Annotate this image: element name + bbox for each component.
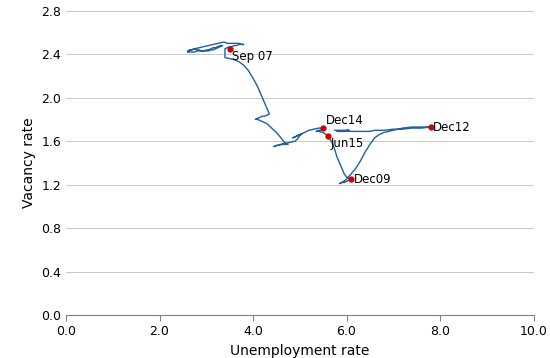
Y-axis label: Vacancy rate: Vacancy rate [21, 117, 36, 208]
Text: Jun15: Jun15 [330, 137, 364, 150]
Text: Dec14: Dec14 [326, 114, 363, 127]
Text: Dec09: Dec09 [354, 173, 391, 186]
Text: Sep 07: Sep 07 [232, 50, 273, 63]
X-axis label: Unemployment rate: Unemployment rate [230, 344, 370, 358]
Text: Dec12: Dec12 [433, 121, 471, 134]
